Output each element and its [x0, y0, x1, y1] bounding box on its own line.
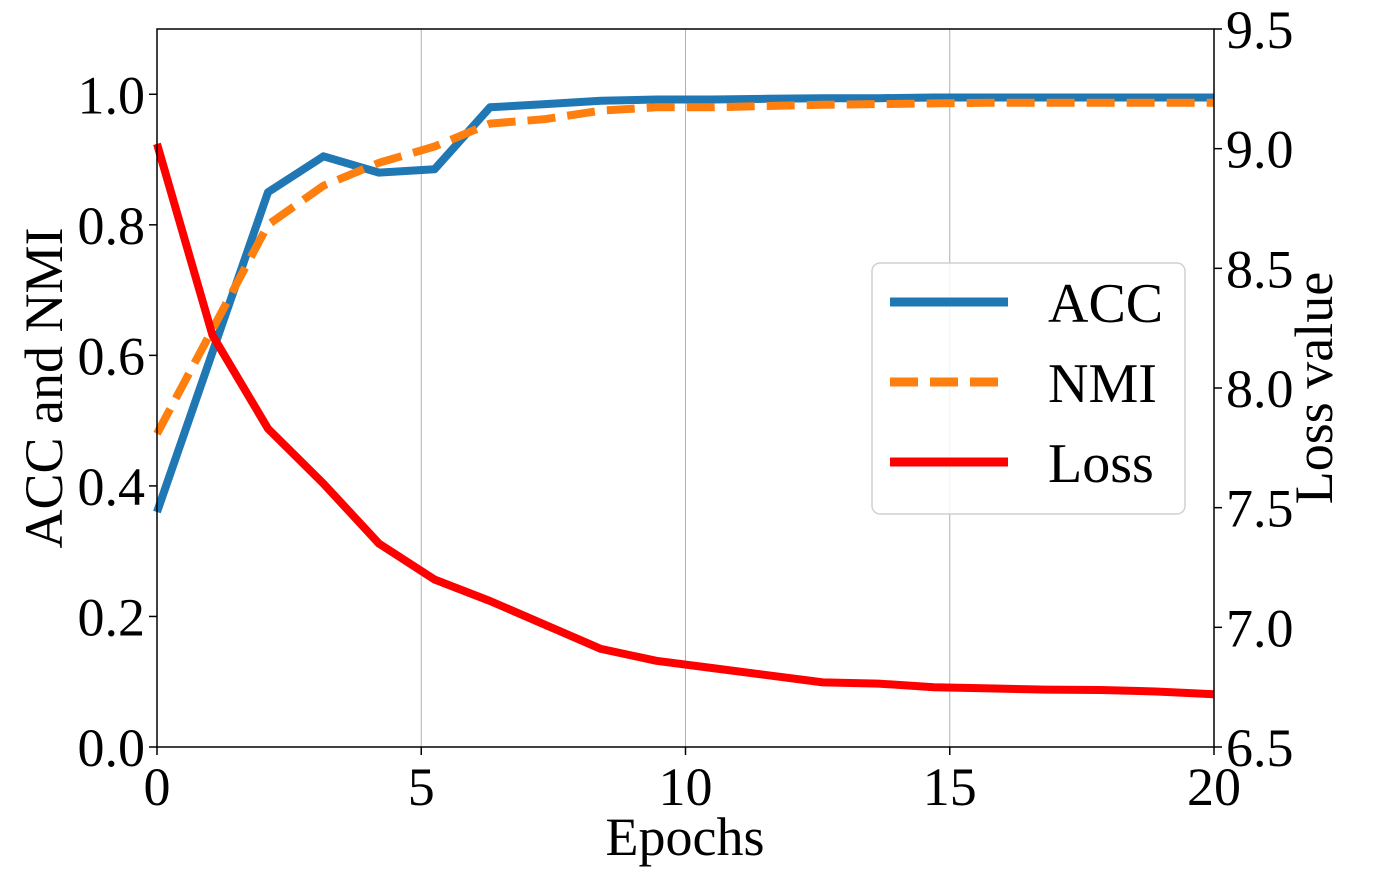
y-axis-right-label: Loss value — [1284, 272, 1344, 504]
x-tick-label: 10 — [659, 757, 713, 817]
x-tick-label: 20 — [1187, 757, 1241, 817]
x-tick-label: 5 — [408, 757, 435, 817]
y-right-tick-label: 7.5 — [1226, 479, 1294, 539]
y-right-tick-label: 9.0 — [1226, 120, 1294, 180]
series-line-acc — [153, 93, 1214, 514]
x-tick-label: 0 — [144, 757, 171, 817]
y-axis-left-label: ACC and NMI — [14, 228, 74, 549]
x-axis-label: Epochs — [606, 807, 765, 867]
series-line-loss — [153, 142, 1215, 699]
y-right-tick-label: 6.5 — [1226, 718, 1294, 778]
series-layer — [153, 93, 1215, 699]
y-left-tick-label: 0.6 — [78, 326, 146, 386]
legend-label-loss: Loss — [1048, 433, 1154, 495]
y-left-tick-label: 0.2 — [78, 587, 146, 647]
y-left-tick-label: 0.4 — [78, 457, 146, 517]
y-right-tick-label: 9.5 — [1226, 0, 1294, 60]
legend: ACC NMI Loss — [871, 262, 1186, 515]
y-left-tick-label: 1.0 — [78, 65, 146, 125]
tick-layer: 0 5 10 15 20 0.0 0.2 0.4 0.6 0.8 1.0 6.5 7.0 7.5 8.0 8.… — [78, 0, 1294, 817]
y-left-tick-label: 0.8 — [78, 196, 146, 256]
legend-label-nmi: NMI — [1048, 353, 1157, 415]
x-tick-label: 15 — [923, 757, 977, 817]
series-line-nmi — [153, 98, 1214, 436]
y-right-tick-label: 7.0 — [1226, 598, 1294, 658]
y-right-tick-label: 8.5 — [1226, 239, 1294, 299]
y-left-tick-label: 0.0 — [78, 718, 146, 778]
y-right-tick-label: 8.0 — [1226, 359, 1294, 419]
legend-label-acc: ACC — [1048, 273, 1163, 335]
legend-box — [871, 262, 1186, 515]
